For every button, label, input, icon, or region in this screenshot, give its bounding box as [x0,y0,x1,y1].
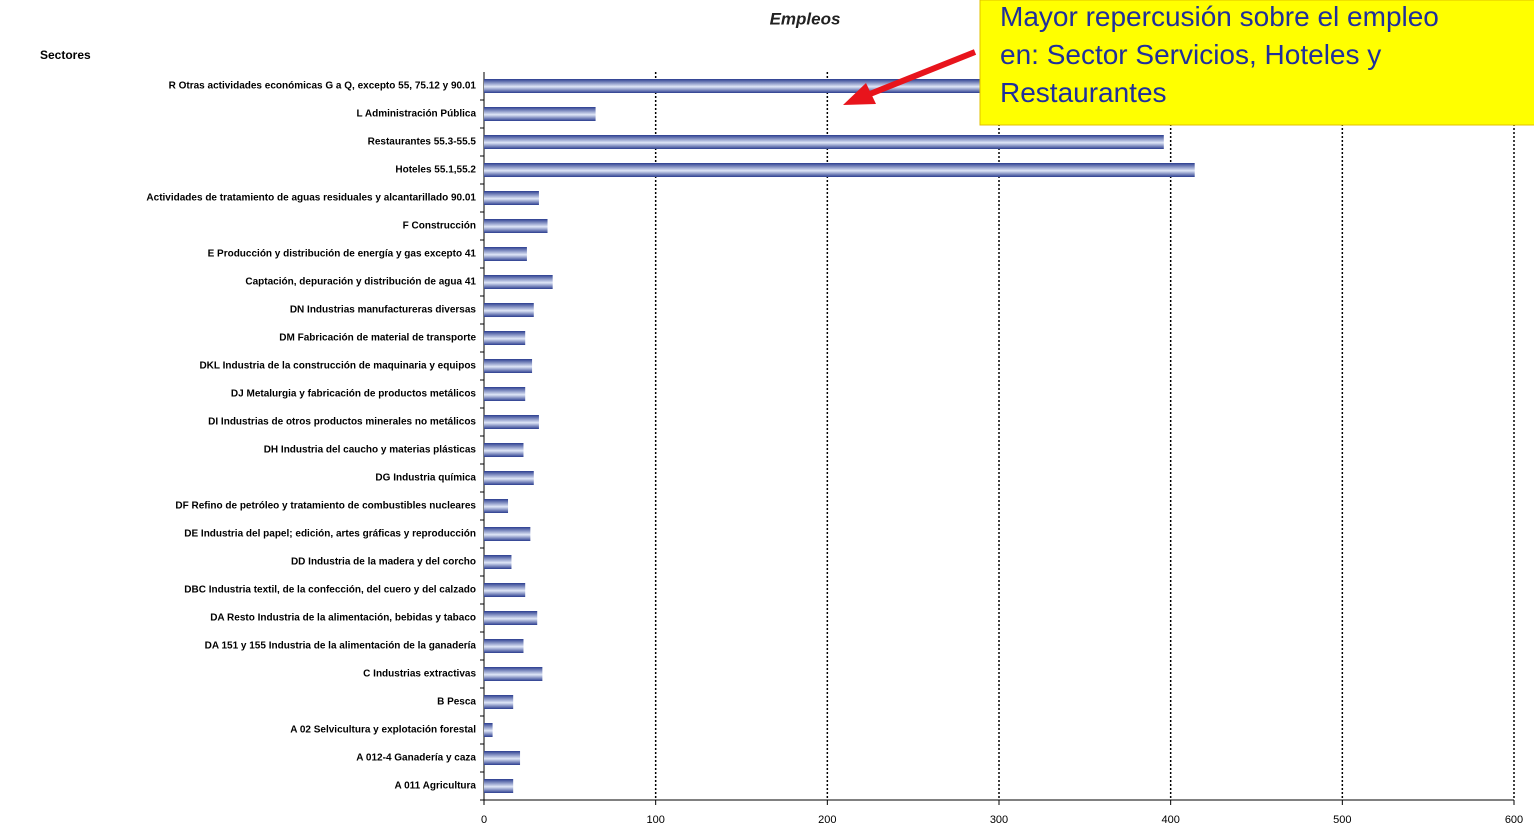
y-tick-label: DH Industria del caucho y materias plást… [264,445,477,456]
y-tick-label: A 02 Selvicultura y explotación forestal [290,725,476,736]
x-tick-label: 300 [990,814,1008,826]
y-tick-label: DBC Industria textil, de la confección, … [184,585,476,596]
y-tick-label: DKL Industria de la construcción de maqu… [199,361,476,372]
y-tick-label: DD Industria de la madera y del corcho [291,557,476,568]
y-tick-label: R Otras actividades económicas G a Q, ex… [169,81,477,92]
bar [484,135,1164,149]
bar [484,611,538,625]
bar [484,387,526,401]
y-tick-label: Captación, depuración y distribución de … [245,277,476,288]
x-tick-label: 200 [818,814,836,826]
bar [484,779,514,793]
y-tick-label: DJ Metalurgia y fabricación de productos… [231,389,477,400]
bar [484,583,526,597]
y-tick-label: DE Industria del papel; edición, artes g… [184,529,476,540]
bar [484,359,533,373]
annotation-line: Mayor repercusión sobre el empleo [1000,1,1439,32]
bar [484,107,596,121]
y-tick-label: A 012-4 Ganadería y caza [356,753,476,764]
bar [484,667,543,681]
x-tick-label: 500 [1333,814,1351,826]
y-tick-label: A 011 Agricultura [394,781,476,792]
y-tick-label: L Administración Pública [357,109,477,120]
bar [484,443,524,457]
x-tick-label: 0 [481,814,487,826]
bar [484,695,514,709]
bar [484,191,539,205]
bar [484,247,527,261]
axis-title: Sectores [40,48,91,62]
bar [484,471,534,485]
y-tick-label: Hoteles 55.1,55.2 [395,165,476,176]
y-tick-label: DA 151 y 155 Industria de la alimentació… [205,641,477,652]
x-tick-label: 600 [1505,814,1523,826]
y-tick-label: DA Resto Industria de la alimentación, b… [210,613,476,624]
bar [484,219,548,233]
bar [484,415,539,429]
bar [484,751,521,765]
bar [484,527,531,541]
y-tick-label: B Pesca [437,697,476,708]
annotation-line: en: Sector Servicios, Hoteles y [1000,39,1381,70]
bar [484,331,526,345]
bar [484,163,1195,177]
y-tick-label: Restaurantes 55.3-55.5 [368,137,477,148]
y-tick-label: E Producción y distribución de energía y… [208,249,477,260]
plot: 0 100 200 300 400 500 600 R Otras actividades e… [146,72,1523,826]
y-tick-label: C Industrias extractivas [363,669,476,680]
y-tick-label: DI Industrias de otros productos mineral… [208,417,476,428]
bar [484,639,524,653]
arrow-head [843,83,876,105]
y-tick-label: DM Fabricación de material de transporte [279,333,476,344]
y-tick-label: DN Industrias manufactureras diversas [290,305,477,316]
annotation-box [979,0,1534,126]
bar [484,275,553,289]
y-tick-label: F Construcción [403,221,476,232]
y-tick-label: DG Industria química [375,473,476,484]
x-tick-label: 100 [646,814,664,826]
chart-title: Empleos [770,9,841,28]
y-tick-label: Actividades de tratamiento de aguas resi… [146,193,476,204]
y-tick-label: DF Refino de petróleo y tratamiento de c… [175,501,476,512]
bar [484,499,509,513]
arrow [858,49,977,101]
bar [484,723,493,737]
annotation-line: Restaurantes [1000,77,1167,108]
bar [484,303,534,317]
x-tick-label: 400 [1161,814,1179,826]
bar [484,555,512,569]
